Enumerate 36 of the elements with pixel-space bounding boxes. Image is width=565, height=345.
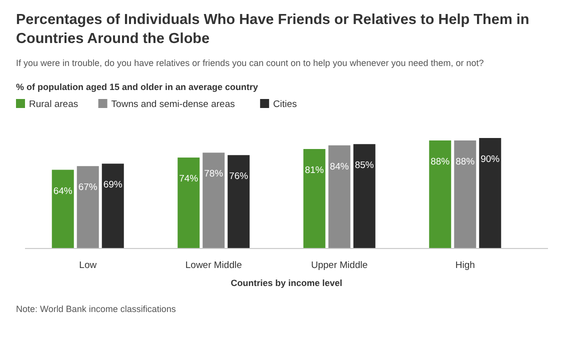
text: % of population aged 15 and older in an average country — [16, 82, 258, 92]
legend-label: Rural areas — [29, 99, 78, 110]
data-label: 74% — [179, 174, 199, 185]
bar — [102, 164, 124, 248]
x-tick-label: Low — [79, 260, 97, 271]
bar — [76, 166, 99, 248]
bar — [429, 140, 452, 248]
x-axis-title: Countries by income level — [230, 278, 342, 288]
data-label: 76% — [229, 171, 249, 182]
bar — [202, 152, 225, 248]
chart-subtitle: If you were in trouble, do you have relatives or friends you can count on to help you whenever you need them, or not? — [16, 58, 484, 68]
legend-label: Cities — [273, 99, 298, 110]
data-label: 78% — [204, 168, 224, 180]
data-label: 64% — [53, 186, 73, 197]
x-tick-label: High — [455, 260, 475, 271]
data-label: 81% — [304, 165, 324, 176]
x-tick-label: Lower Middle — [185, 260, 242, 271]
bar — [178, 158, 200, 248]
data-label: 84% — [330, 161, 350, 172]
bar — [52, 170, 74, 248]
data-label: 88% — [456, 156, 476, 168]
bar — [328, 145, 350, 248]
legend-label: Towns and semi-dense areas — [111, 99, 236, 110]
chart-title: Percentages of Individuals Who Have Friends or Relatives to Help Them in Countries Around the Globe — [16, 12, 530, 47]
data-label: 67% — [78, 182, 98, 194]
bar — [228, 155, 250, 248]
data-label: 85% — [354, 160, 374, 172]
data-label: 69% — [103, 180, 123, 191]
bar — [454, 140, 476, 248]
text: Note: World Bank income classifications — [16, 304, 176, 314]
x-tick-label: Upper Middle — [311, 260, 368, 271]
bar — [353, 144, 376, 248]
data-label: 88% — [430, 156, 450, 168]
bar — [303, 149, 326, 248]
data-label: 90% — [480, 154, 500, 165]
bar — [479, 138, 502, 248]
